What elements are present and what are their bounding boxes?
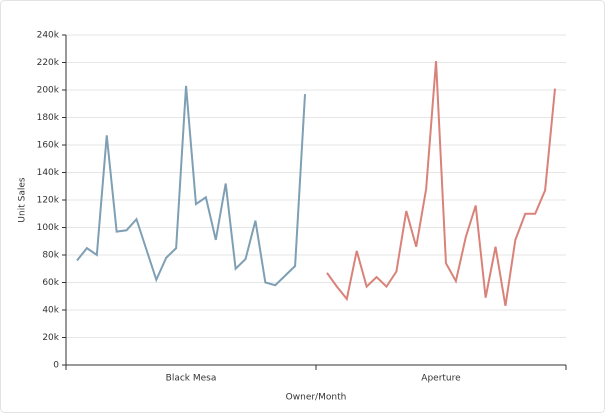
y-tick-label: 240k <box>37 31 60 41</box>
line <box>326 61 556 307</box>
x-tick-label: Black Mesa <box>166 374 217 384</box>
y-tick-label: 220k <box>37 58 60 68</box>
y-tick-label: 160k <box>37 141 60 151</box>
y-tick-label: 20k <box>42 333 59 343</box>
line <box>76 85 306 287</box>
y-tick-label: 100k <box>37 223 60 233</box>
x-axis-label: Owner/Month <box>286 393 347 403</box>
y-tick-label: 40k <box>42 306 59 316</box>
y-tick-label: 80k <box>42 251 59 261</box>
y-tick-label: 140k <box>37 168 60 178</box>
x-tick-label: Aperture <box>421 374 461 384</box>
y-tick-label: 180k <box>37 113 60 123</box>
y-tick-label: 60k <box>42 278 59 288</box>
y-tick-label: 0 <box>53 361 59 371</box>
y-tick-label: 200k <box>37 86 60 96</box>
y-axis-label: Unit Sales <box>18 177 28 222</box>
y-tick-label: 120k <box>37 196 60 206</box>
